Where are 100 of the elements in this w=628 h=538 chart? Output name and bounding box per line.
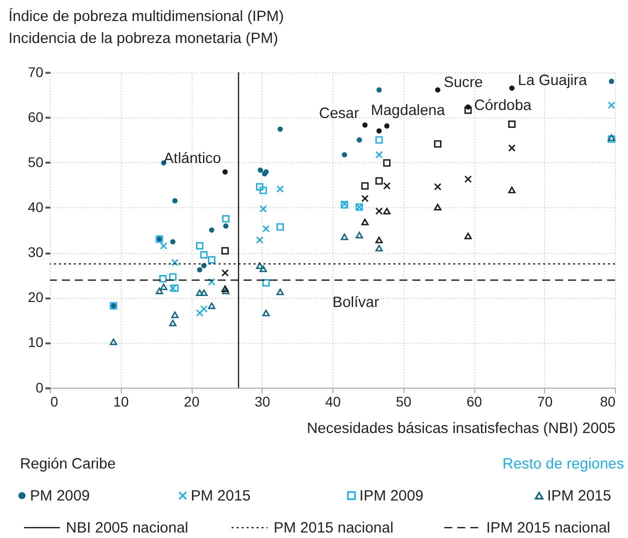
- point: [262, 279, 270, 286]
- point: [383, 182, 391, 190]
- annotation: Bolívar: [332, 294, 380, 312]
- point: [361, 194, 369, 202]
- point: [196, 309, 204, 317]
- legend-label: PM 2015: [190, 488, 251, 505]
- point: [376, 128, 382, 134]
- point: [435, 87, 440, 93]
- y-tick-label: 70: [28, 64, 44, 80]
- point: [256, 183, 264, 190]
- point: [375, 136, 383, 144]
- point: [196, 289, 204, 296]
- legend-title: Región Caribe: [20, 456, 116, 473]
- point: [171, 258, 179, 266]
- point: [221, 247, 229, 254]
- point: [200, 305, 208, 313]
- point: [260, 205, 267, 213]
- y-tick-label: 20: [28, 289, 44, 306]
- point: [361, 182, 369, 190]
- point: [160, 242, 168, 250]
- y-tick-label: 0: [36, 379, 44, 396]
- legend-label: PM 2009: [30, 488, 90, 505]
- point: [375, 177, 383, 185]
- point: [156, 288, 164, 294]
- point: [383, 159, 391, 167]
- point: [172, 198, 178, 204]
- point: [171, 312, 179, 318]
- point: [209, 227, 214, 233]
- point: [278, 126, 283, 132]
- point: [169, 273, 177, 281]
- point: [223, 223, 228, 229]
- point: [159, 275, 167, 282]
- y-tick-label: 30: [28, 244, 44, 260]
- x-tick-label: 40: [325, 393, 341, 410]
- y-tick-label: 40: [28, 199, 44, 216]
- point: [340, 234, 348, 240]
- point: [276, 185, 284, 193]
- point: [258, 167, 264, 173]
- point: [262, 310, 270, 316]
- point: [260, 266, 267, 272]
- annotation: Cesar: [319, 105, 359, 122]
- point: [342, 152, 348, 158]
- point: [200, 289, 208, 296]
- point: [508, 120, 516, 128]
- point: [208, 256, 216, 264]
- x-tick-label: 0: [50, 393, 58, 410]
- point: [208, 302, 216, 310]
- point: [362, 122, 368, 128]
- legend-label: IPM 2015 nacional: [486, 520, 610, 537]
- text: Resto de regiones: [502, 456, 624, 473]
- point: [197, 267, 202, 272]
- point: [434, 204, 442, 210]
- point: [509, 85, 515, 91]
- point: [508, 186, 516, 194]
- point: [376, 87, 382, 93]
- legend-label: IPM 2009: [359, 488, 424, 505]
- legend-label: NBI 2005 nacional: [66, 520, 188, 537]
- point: [221, 285, 229, 292]
- point: [464, 106, 472, 114]
- point: [110, 338, 118, 346]
- point: [170, 239, 176, 244]
- point: [221, 269, 229, 277]
- x-tick-label: 50: [396, 393, 412, 410]
- point: [375, 207, 383, 215]
- y-tick-label: 10: [28, 334, 44, 350]
- annotation: Córdoba: [474, 97, 532, 114]
- point: [256, 262, 264, 269]
- x-tick-label: 10: [113, 393, 130, 410]
- point: [608, 78, 614, 84]
- annotation: Sucre: [444, 74, 483, 91]
- point: [608, 102, 616, 109]
- annotation: Magdalena: [370, 102, 446, 119]
- point: [222, 288, 230, 294]
- point: [375, 236, 383, 244]
- point: [222, 169, 228, 175]
- point: [384, 123, 390, 129]
- y-tick-label: 60: [28, 108, 44, 125]
- annotation: Atlántico: [164, 150, 222, 167]
- point: [169, 320, 177, 326]
- point: [508, 144, 516, 152]
- point: [276, 288, 284, 296]
- point: [356, 137, 362, 143]
- legend-label: IPM 2015: [547, 488, 612, 505]
- y-tick-label: 50: [28, 154, 44, 170]
- x-tick-label: 60: [466, 393, 482, 410]
- point: [276, 223, 284, 231]
- point: [160, 284, 168, 290]
- point: [383, 208, 391, 214]
- x-tick-label: 20: [184, 393, 200, 410]
- x-tick-label: 80: [600, 393, 616, 410]
- point: [260, 186, 267, 194]
- point: [256, 236, 264, 244]
- x-axis-title: Necesidades básicas insatisfechas (NBI) 2005: [306, 420, 616, 438]
- point: [356, 232, 364, 238]
- point: [375, 244, 383, 252]
- point: [200, 251, 208, 259]
- point: [434, 183, 442, 190]
- point: [361, 218, 369, 226]
- point: [262, 225, 270, 232]
- point: [208, 278, 216, 286]
